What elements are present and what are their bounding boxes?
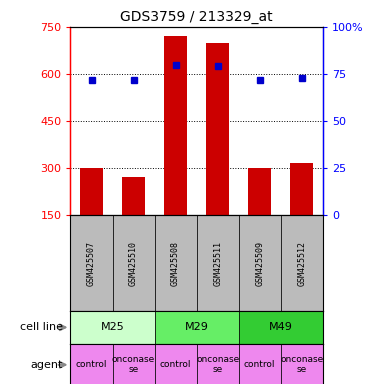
Text: onconase
se: onconase se bbox=[196, 355, 239, 374]
Bar bbox=[206, 43, 229, 215]
Bar bbox=[80, 168, 103, 215]
Bar bbox=[155, 311, 239, 344]
Bar bbox=[155, 215, 197, 311]
Bar bbox=[281, 344, 323, 384]
Text: onconase
se: onconase se bbox=[280, 355, 324, 374]
Bar bbox=[197, 215, 239, 311]
Bar bbox=[70, 311, 155, 344]
Text: M49: M49 bbox=[269, 322, 293, 333]
Text: M29: M29 bbox=[185, 322, 209, 333]
Text: GSM425509: GSM425509 bbox=[255, 240, 264, 286]
Bar bbox=[70, 215, 112, 311]
Text: agent: agent bbox=[31, 360, 63, 370]
Bar bbox=[197, 344, 239, 384]
Bar bbox=[155, 344, 197, 384]
Bar bbox=[290, 163, 313, 215]
Bar bbox=[112, 344, 155, 384]
Text: cell line: cell line bbox=[20, 322, 63, 333]
Text: GSM425508: GSM425508 bbox=[171, 240, 180, 286]
Bar bbox=[239, 344, 281, 384]
Text: control: control bbox=[76, 360, 107, 369]
Bar bbox=[122, 177, 145, 215]
Bar bbox=[239, 311, 323, 344]
Text: M25: M25 bbox=[101, 322, 124, 333]
Text: GSM425511: GSM425511 bbox=[213, 240, 222, 286]
Bar bbox=[239, 215, 281, 311]
Bar bbox=[164, 36, 187, 215]
Text: onconase
se: onconase se bbox=[112, 355, 155, 374]
Bar bbox=[70, 344, 112, 384]
Text: GSM425507: GSM425507 bbox=[87, 240, 96, 286]
Bar bbox=[112, 215, 155, 311]
Text: GSM425510: GSM425510 bbox=[129, 240, 138, 286]
Text: control: control bbox=[244, 360, 275, 369]
Text: control: control bbox=[160, 360, 191, 369]
Bar bbox=[281, 215, 323, 311]
Bar bbox=[248, 168, 271, 215]
Title: GDS3759 / 213329_at: GDS3759 / 213329_at bbox=[120, 10, 273, 25]
Text: GSM425512: GSM425512 bbox=[297, 240, 306, 286]
